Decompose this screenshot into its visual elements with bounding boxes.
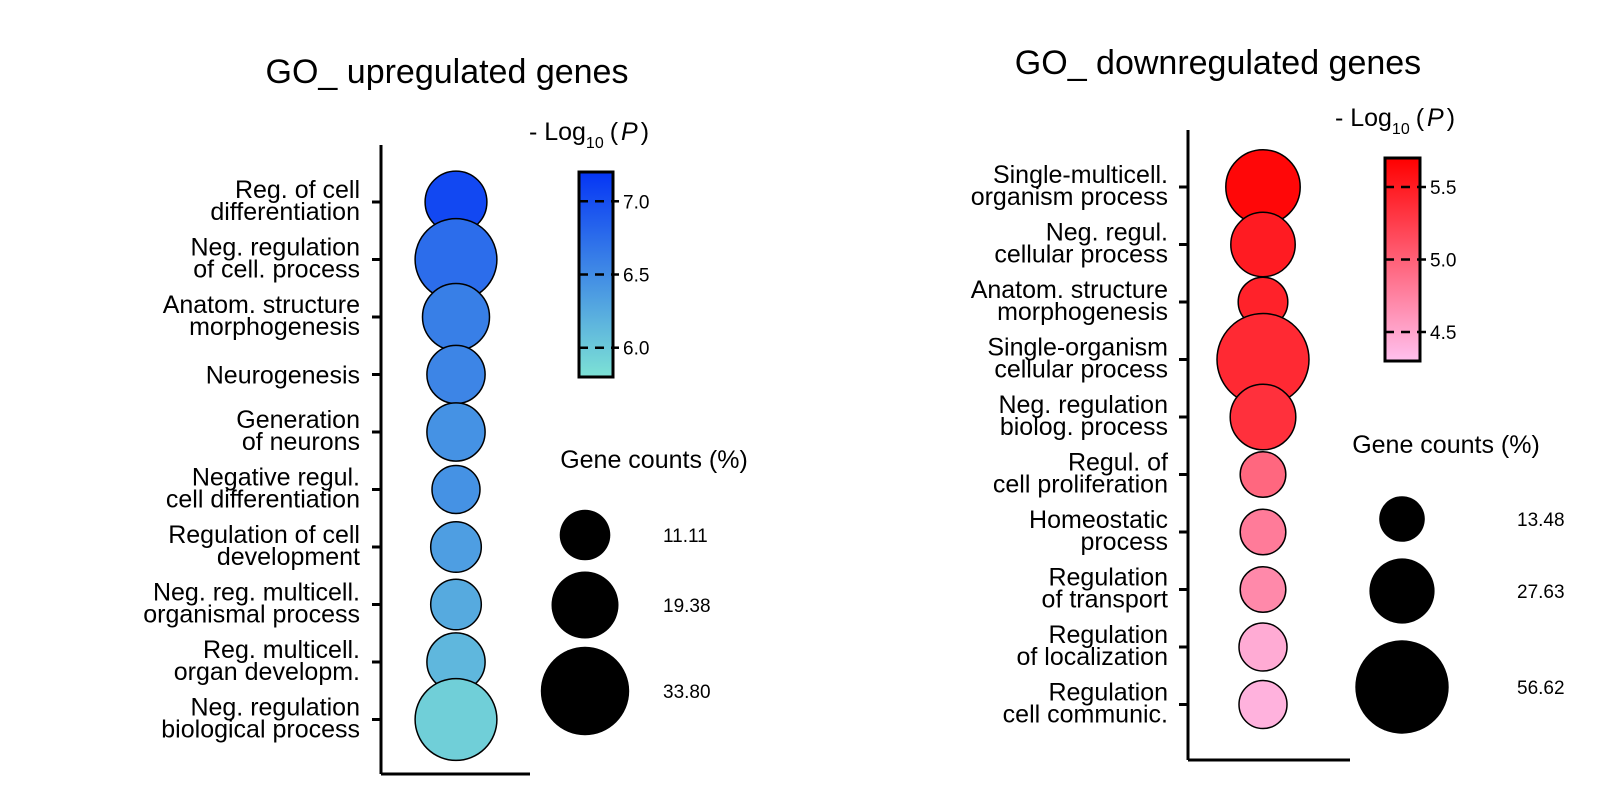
chart-title-down: GO_ downregulated genes (1015, 44, 1421, 82)
size-legend-label: 19.38 (663, 596, 711, 617)
bubble-point (421, 282, 491, 352)
category-label: Neurogenesis (206, 362, 360, 390)
category-label: Homeostatic process (1029, 506, 1168, 556)
bubble-point (1238, 622, 1288, 672)
size-legend-circle (1379, 496, 1425, 542)
color-scale-label: 5.0 (1430, 251, 1456, 272)
size-legend-label: 13.48 (1517, 510, 1565, 531)
category-label: Reg. of cell differentiation (210, 176, 360, 226)
category-label: Single-organism cellular process (987, 334, 1168, 384)
category-label: Reg. multicell. organ developm. (174, 636, 360, 686)
color-scale-title: - Log10(P) (1335, 104, 1455, 138)
color-scale-title: - Log10(P) (529, 118, 649, 152)
bubble-point (1239, 565, 1287, 614)
color-scale-label: 6.0 (623, 339, 649, 360)
category-label: Neg. reg. multicell. organismal process (143, 579, 360, 629)
chart-title-up: GO_ upregulated genes (266, 53, 629, 91)
size-legend-circle (1355, 640, 1449, 734)
size-legend-circle (559, 509, 611, 561)
bubble-point (431, 464, 481, 515)
size-legend-circle (1369, 558, 1435, 624)
size-legend-label: 27.63 (1517, 582, 1565, 603)
bubble-point (426, 402, 486, 462)
bubble-point (1238, 679, 1288, 730)
bubble-point (1239, 508, 1287, 556)
size-legend-label: 33.80 (663, 682, 711, 703)
size-legend-title: Gene counts (%) (560, 446, 748, 474)
category-label: Regulation of localization (1017, 621, 1168, 671)
color-scale-label: 7.0 (623, 192, 649, 213)
category-label: Anatom. structure morphogenesis (163, 291, 360, 341)
panel-upregulated: Reg. of cell differentiation Neg. regulati… (143, 118, 748, 776)
size-legend-label: 56.62 (1517, 678, 1565, 699)
category-label: Regulation of cell development (168, 521, 360, 571)
bubble-point (1230, 211, 1296, 278)
category-label: Regulation of transport (1042, 564, 1169, 614)
category-label: Neg. regulation biolog. process (998, 391, 1168, 441)
bubble-point (414, 677, 498, 762)
size-legend-title: Gene counts (%) (1352, 431, 1540, 459)
color-scale-label: 5.5 (1430, 178, 1456, 199)
category-label: Neg. regulation biological process (161, 694, 360, 744)
size-legend-label: 11.11 (663, 526, 708, 547)
panel-downregulated: Single-multicell. organism process Neg. re… (971, 104, 1565, 762)
bubble-point (429, 578, 483, 631)
bubble-point (1229, 383, 1297, 451)
category-label: Generation of neurons (236, 406, 360, 456)
color-scale-label: 6.5 (623, 266, 649, 287)
category-label: Single-multicell. organism process (971, 161, 1168, 211)
category-label: Negative regul. cell differentiation (166, 464, 360, 514)
category-label: Anatom. structure morphogenesis (971, 276, 1168, 326)
size-legend-circle (540, 646, 630, 736)
bubble-point (1239, 450, 1287, 499)
size-legend-circle (551, 571, 619, 639)
category-label: Regul. of cell proliferation (993, 449, 1168, 499)
category-label: Regulation cell communic. (1003, 679, 1168, 729)
bubble-point (429, 520, 483, 574)
category-label: Neg. regul. cellular process (994, 219, 1168, 269)
category-label: Neg. regulation of cell. process (190, 234, 360, 284)
color-scale-label: 4.5 (1430, 323, 1456, 344)
bubble-point (426, 344, 486, 405)
